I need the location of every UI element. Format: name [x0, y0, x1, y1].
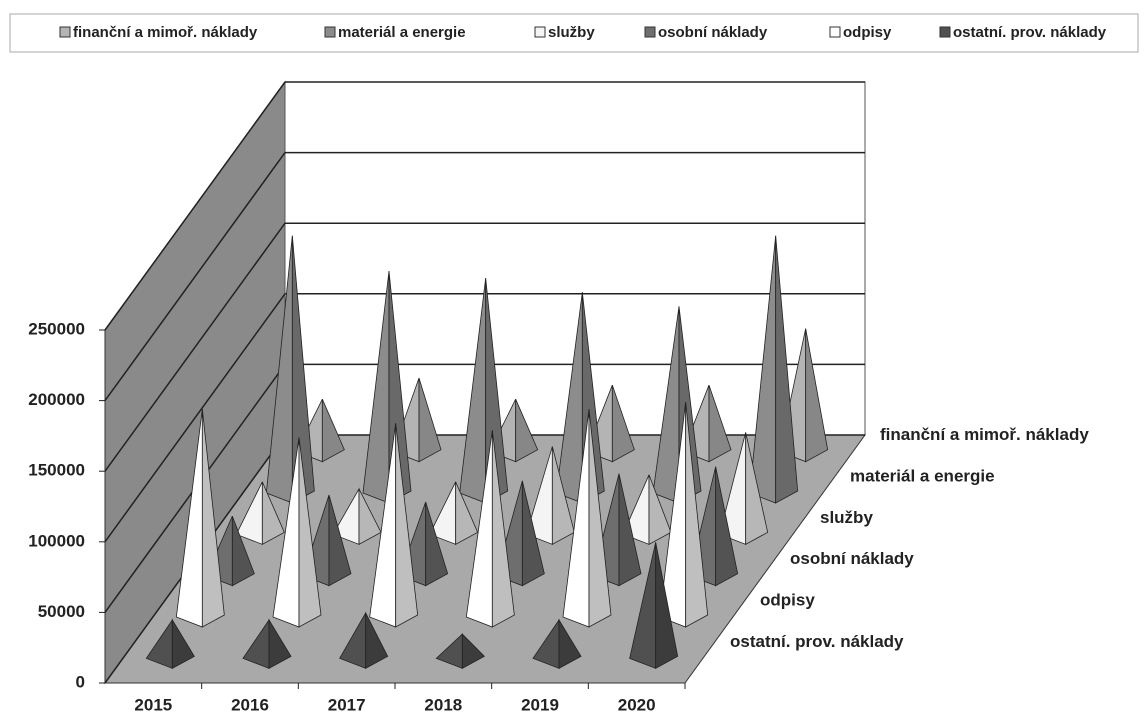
pyramid: [465, 430, 515, 628]
pyramid-face: [708, 384, 732, 463]
pyramid-face: [515, 399, 539, 463]
pyramid-face: [655, 542, 679, 670]
legend-label: služby: [548, 24, 595, 41]
pyramid-face: [611, 384, 635, 463]
pyramid: [339, 611, 389, 670]
legend-label: osobní náklady: [658, 24, 768, 41]
pyramid-face: [321, 399, 345, 463]
pyramid: [175, 409, 225, 628]
x-tick-label: 2017: [328, 695, 366, 714]
series-label: odpisy: [760, 590, 815, 609]
pyramid-face: [715, 466, 739, 587]
x-tick-label: 2019: [521, 695, 559, 714]
pyramid-face: [365, 612, 389, 670]
pyramid-face: [648, 474, 672, 546]
pyramid: [235, 481, 285, 546]
pyramid: [272, 437, 322, 628]
pyramid-face: [685, 402, 709, 628]
y-tick-label: 0: [76, 672, 85, 691]
y-tick-label: 200000: [28, 390, 85, 409]
legend-label: ostatní. prov. náklady: [953, 24, 1107, 41]
series-label: finanční a mimoř. náklady: [880, 425, 1089, 444]
pyramid-face: [298, 437, 322, 628]
series-label: materiál a energie: [850, 466, 995, 485]
grid-line: [104, 152, 286, 402]
legend-swatch: [534, 26, 546, 38]
legend-swatch: [59, 26, 71, 38]
legend-label: finanční a mimoř. náklady: [73, 24, 258, 41]
y-tick-label: 250000: [28, 319, 85, 338]
legend-swatch: [829, 26, 841, 38]
pyramid: [332, 487, 382, 546]
grid-line: [104, 222, 286, 472]
pyramid: [629, 542, 679, 670]
pyramid-face: [201, 409, 225, 628]
legend-swatch: [939, 26, 951, 38]
pyramid-face: [268, 618, 292, 670]
series-label: osobní náklady: [790, 549, 914, 568]
pyramid: [369, 423, 419, 628]
pyramid: [265, 235, 315, 504]
pyramid-face: [395, 423, 419, 628]
pyramid: [435, 633, 485, 670]
grid-line: [104, 81, 286, 331]
legend-swatch: [644, 26, 656, 38]
legend-label: materiál a energie: [338, 24, 466, 41]
pyramid-face: [461, 633, 485, 670]
series-label: ostatní. prov. náklady: [730, 632, 904, 651]
pyramid: [242, 618, 292, 670]
grid-line: [104, 293, 286, 543]
pyramid-face: [261, 481, 285, 546]
y-tick-label: 150000: [28, 461, 85, 480]
pyramid: [659, 402, 709, 628]
pyramid-face: [231, 515, 255, 587]
pyramid-face: [775, 235, 799, 504]
legend-swatch: [324, 26, 336, 38]
pyramid-face: [558, 618, 582, 670]
pyramid-face: [745, 432, 769, 546]
pyramid: [749, 235, 799, 504]
pyramid: [145, 618, 195, 670]
y-tick-label: 100000: [28, 531, 85, 550]
pyramid: [622, 474, 672, 546]
pyramid-face: [171, 618, 195, 670]
pyramid-face: [328, 494, 352, 587]
pyramid: [429, 481, 479, 546]
x-tick-label: 2015: [134, 695, 172, 714]
series-label: služby: [820, 508, 873, 527]
pyramid-face: [551, 446, 575, 546]
pyramid-face: [418, 377, 442, 463]
pyramid-face: [455, 481, 479, 546]
pyramid-face: [491, 430, 515, 628]
pyramid: [562, 409, 612, 628]
y-tick-label: 50000: [38, 602, 85, 621]
x-tick-label: 2020: [618, 695, 656, 714]
pyramid-face: [521, 480, 545, 587]
pyramid: [525, 446, 575, 546]
pyramid-face: [618, 473, 642, 587]
x-tick-label: 2018: [424, 695, 462, 714]
pyramid-face: [588, 409, 612, 628]
pyramid-face: [425, 501, 449, 587]
x-tick-label: 2016: [231, 695, 269, 714]
legend-label: odpisy: [843, 24, 892, 41]
pyramid: [532, 618, 582, 670]
pyramid-face: [358, 488, 382, 546]
pyramid-face: [805, 328, 829, 463]
